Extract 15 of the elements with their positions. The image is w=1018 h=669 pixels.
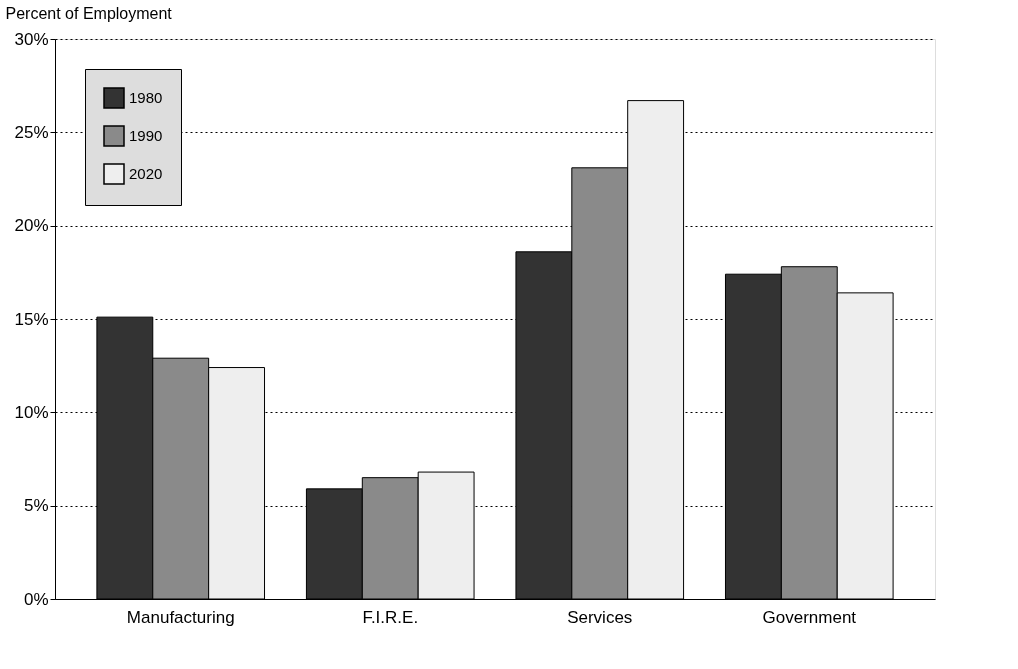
legend-label: 2020 [129, 165, 163, 182]
legend-label: 1990 [129, 127, 163, 144]
x-tick-label: Manufacturing [126, 607, 235, 627]
y-tick-label: 20% [14, 216, 49, 236]
y-tick-label: 0% [23, 589, 49, 609]
x-tick-label: F.I.R.E. [362, 607, 419, 627]
legend-label: 1980 [129, 89, 163, 106]
y-axis-title: Percent of Employment [5, 4, 173, 22]
y-tick-label: 15% [14, 309, 49, 329]
y-tick-label: 5% [23, 496, 49, 516]
y-tick-label: 10% [14, 402, 49, 422]
x-tick-label: Government [762, 607, 857, 627]
x-tick-label: Services [567, 607, 633, 627]
y-tick-label: 30% [14, 29, 49, 49]
y-tick-label: 25% [14, 122, 49, 142]
